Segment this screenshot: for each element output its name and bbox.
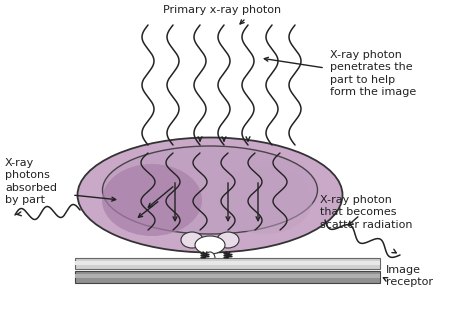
Bar bbox=[75, 261, 380, 265]
Text: X-ray
photons
absorbed
by part: X-ray photons absorbed by part bbox=[5, 158, 57, 205]
Ellipse shape bbox=[217, 232, 239, 248]
Text: X-ray photon
penetrates the
part to help
form the image: X-ray photon penetrates the part to help… bbox=[330, 50, 416, 97]
Ellipse shape bbox=[102, 146, 317, 234]
Ellipse shape bbox=[181, 232, 203, 248]
Ellipse shape bbox=[205, 252, 215, 264]
Bar bbox=[75, 271, 380, 283]
Bar bbox=[75, 258, 380, 269]
Text: X-ray photon
that becomes
scatter radiation: X-ray photon that becomes scatter radiat… bbox=[320, 195, 413, 230]
Ellipse shape bbox=[102, 164, 202, 236]
Text: Primary x-ray photon: Primary x-ray photon bbox=[163, 5, 281, 15]
Bar bbox=[75, 274, 380, 278]
Ellipse shape bbox=[195, 236, 225, 254]
Ellipse shape bbox=[217, 166, 313, 234]
Ellipse shape bbox=[78, 138, 343, 252]
Text: Image
receptor: Image receptor bbox=[386, 265, 433, 287]
